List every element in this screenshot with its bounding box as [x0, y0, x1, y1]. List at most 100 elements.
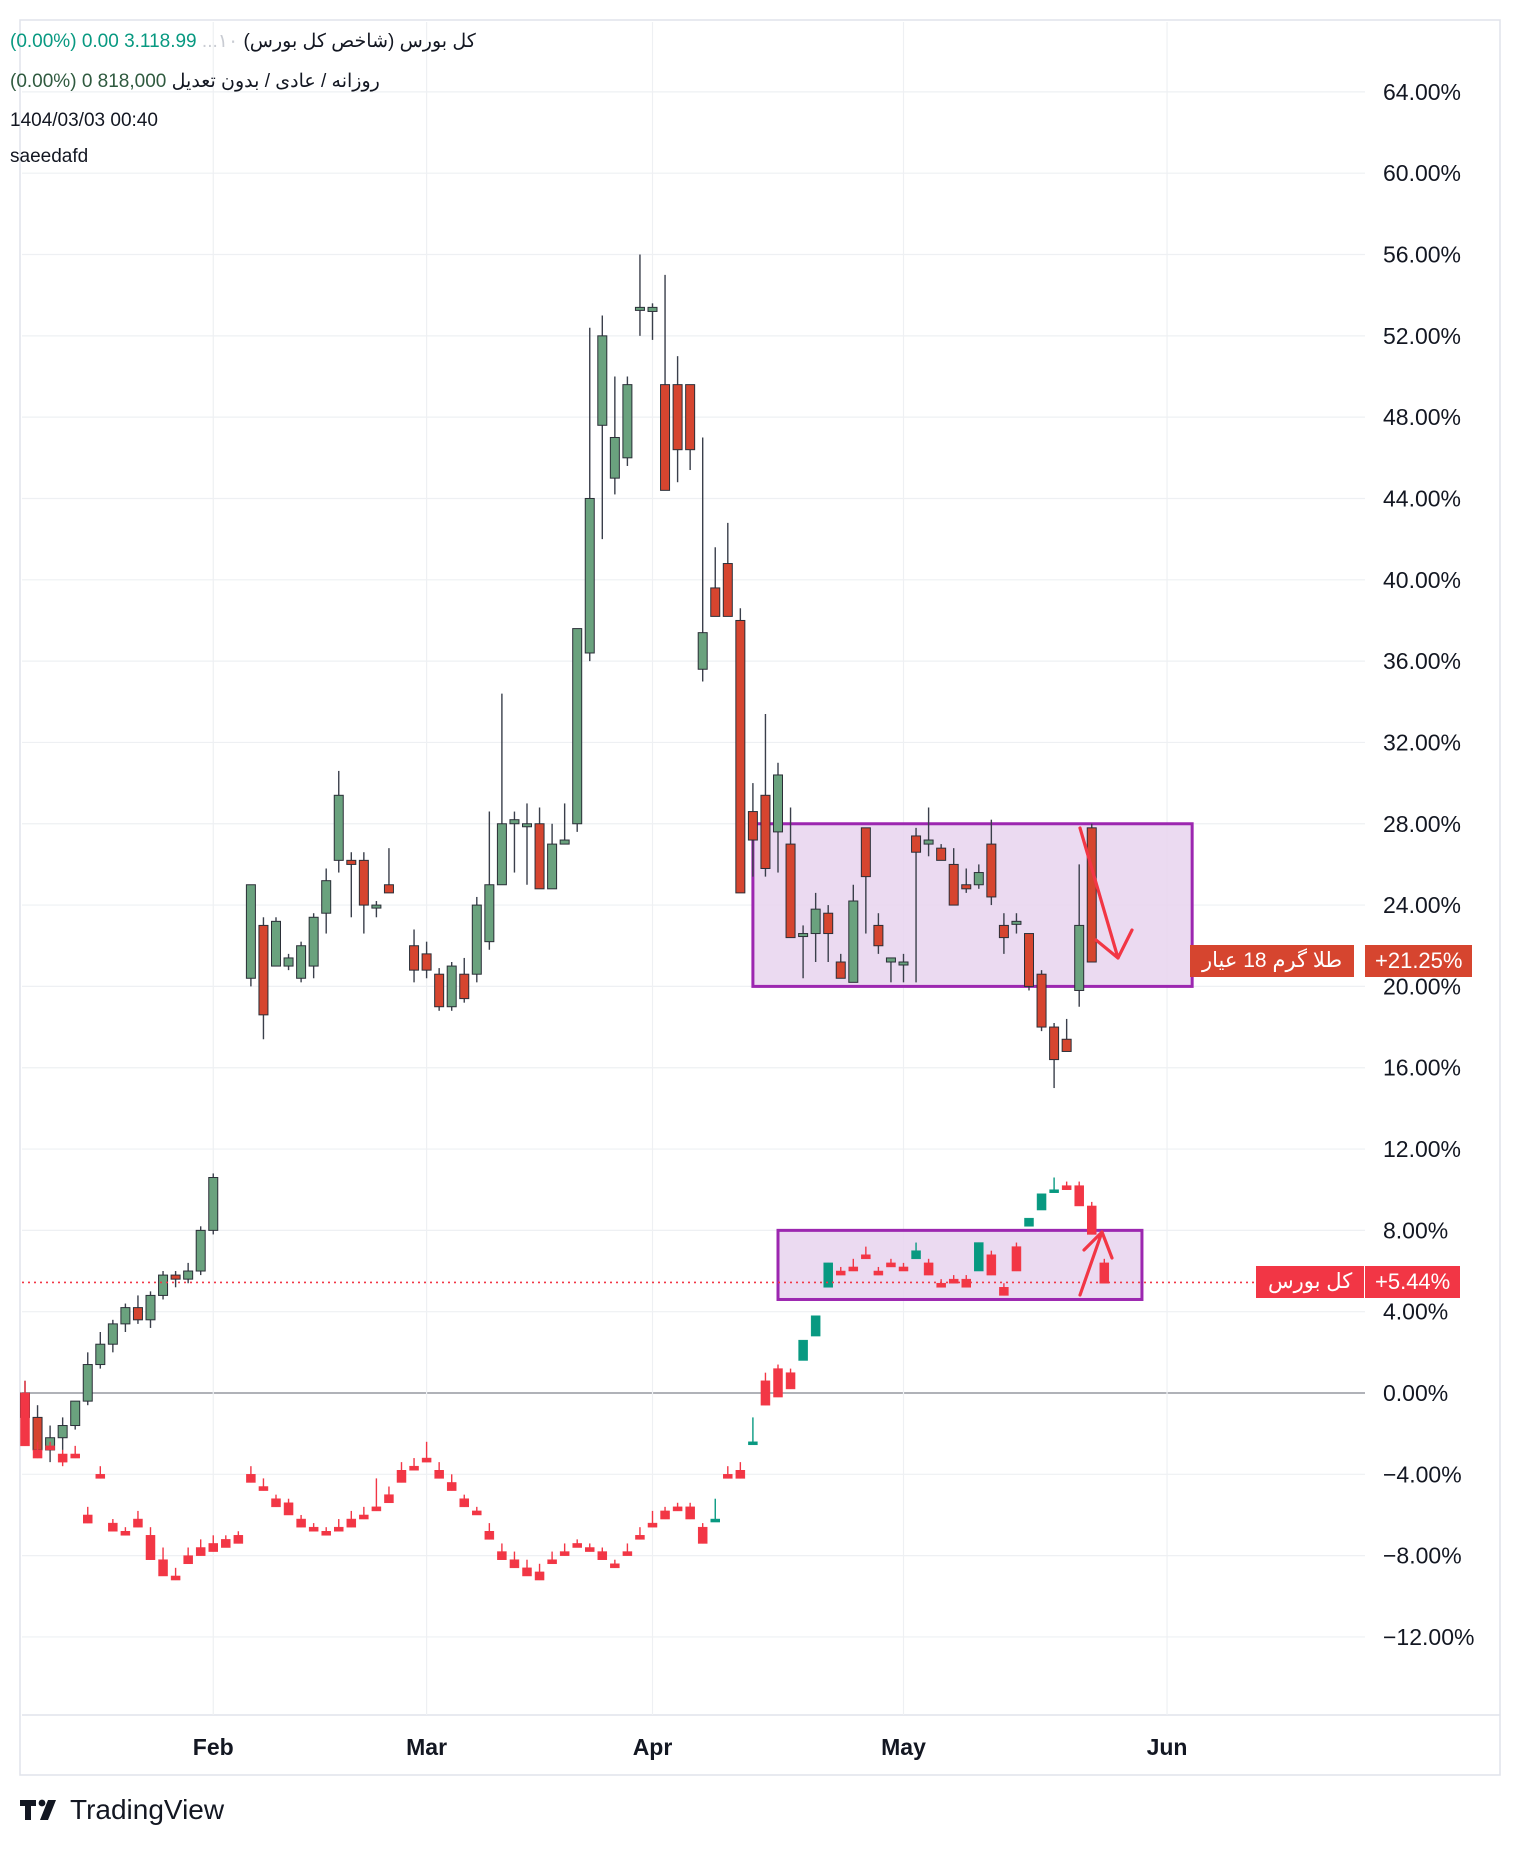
candle-body: [396, 1470, 407, 1483]
candle-body: [45, 1445, 55, 1451]
candle-body: [911, 835, 922, 853]
candle-body: [57, 1425, 68, 1439]
candle-body: [911, 1250, 921, 1260]
candle-body: [534, 1571, 545, 1581]
legend-author: saeedafd: [10, 146, 89, 167]
candle-body: [961, 884, 972, 890]
candle-body: [208, 1543, 218, 1552]
candle-body: [723, 1474, 733, 1479]
candle-body: [635, 1535, 645, 1540]
candle-body: [484, 884, 495, 943]
candle-body: [1036, 1193, 1047, 1211]
candle-body: [271, 1498, 281, 1508]
candle-body: [371, 904, 382, 909]
candle-body: [547, 1559, 557, 1565]
candle-body: [735, 619, 746, 894]
candle-body: [773, 1368, 783, 1398]
candle-body: [848, 1266, 859, 1272]
candle-body: [923, 839, 934, 845]
candle-body: [371, 1506, 382, 1512]
candle-body: [183, 1270, 194, 1280]
legend-date: 1404/03/03 00:40: [10, 110, 158, 131]
legend-change-2: 0 (0.00%): [10, 71, 93, 92]
y-tick-label: 60.00%: [1383, 160, 1461, 186]
y-tick-label: 36.00%: [1383, 648, 1461, 674]
candle-body: [961, 1278, 971, 1288]
candle-body: [810, 908, 821, 935]
index-last-price: +5.44%: [1365, 1266, 1461, 1299]
candle-body: [358, 859, 369, 906]
y-tick-label: 0.00%: [1383, 1380, 1448, 1406]
candle-body: [208, 1177, 219, 1231]
y-tick-label: −8.00%: [1383, 1543, 1462, 1569]
candle-body: [183, 1555, 193, 1565]
y-tick-label: 4.00%: [1383, 1299, 1448, 1325]
candle-body: [333, 794, 344, 861]
x-tick-label: Mar: [406, 1734, 447, 1760]
candle-body: [760, 794, 771, 869]
candle-body: [861, 1254, 871, 1260]
candle-body: [823, 1262, 833, 1288]
candle-body: [597, 1551, 608, 1560]
down-arrow: [1078, 826, 1134, 960]
candle-body: [384, 1494, 394, 1504]
candle-body: [95, 1474, 106, 1479]
candle-body: [873, 1270, 884, 1276]
index-candles: [20, 1177, 1110, 1581]
candle-body: [221, 1539, 231, 1548]
candle-body: [334, 1526, 344, 1532]
candle-body: [409, 1465, 419, 1471]
gold-last-price: +21.25%: [1365, 944, 1473, 977]
y-tick-label: 16.00%: [1383, 1055, 1461, 1081]
gold-candles: [20, 254, 1097, 1463]
candle-body: [810, 1315, 821, 1337]
candle-body: [246, 1474, 256, 1483]
candle-body: [559, 1551, 570, 1556]
candle-body: [836, 1270, 846, 1276]
candle-body: [1024, 1217, 1034, 1227]
candle-body: [133, 1518, 143, 1528]
candle-body: [999, 1287, 1009, 1296]
candle-body: [584, 497, 595, 654]
candle-body: [697, 632, 708, 670]
candle-body: [1061, 1038, 1072, 1052]
legend-ghost-text: ۱۰...: [201, 31, 239, 52]
candle-body: [1061, 1185, 1072, 1190]
candle-body: [421, 1457, 432, 1463]
legend-interval[interactable]: روزانه / عادی / بدون تعدیل: [171, 71, 380, 92]
candle-body: [271, 920, 281, 967]
candle-body: [308, 916, 319, 967]
y-tick-label: −12.00%: [1383, 1624, 1474, 1650]
candle-body: [860, 827, 871, 878]
y-tick-label: 40.00%: [1383, 567, 1461, 593]
x-axis: Feb Mar Apr May Jun: [193, 1734, 1188, 1760]
candle-body: [722, 563, 733, 617]
index-series-label: کل بورس: [1256, 1266, 1365, 1299]
candle-body: [923, 1262, 934, 1276]
legend-change: 0.00 (0.00%): [10, 31, 119, 52]
candle-body: [572, 628, 583, 825]
candle-body: [170, 1575, 181, 1581]
gold-series-label: طلا گرم 18 عیار: [1190, 944, 1355, 977]
legend-symbol-name[interactable]: کل بورس (شاخص کل بورس): [243, 31, 476, 52]
candle-body: [885, 957, 896, 963]
tradingview-logo[interactable]: TradingView: [20, 1794, 224, 1826]
candle-body: [296, 1518, 306, 1528]
candle-body: [471, 904, 482, 975]
candle-body: [1074, 1185, 1084, 1207]
candle-body: [672, 384, 683, 451]
chart-frame: [19, 19, 1501, 1776]
y-tick-label: 20.00%: [1383, 973, 1461, 999]
candle-body: [1011, 920, 1022, 925]
range-box: [751, 822, 1194, 988]
candle-body: [748, 1441, 758, 1446]
candle-body: [258, 1486, 269, 1491]
candle-body: [459, 1498, 469, 1508]
candle-body: [359, 1514, 369, 1520]
candle-body: [697, 1526, 708, 1544]
annotations: [22, 826, 1365, 1297]
candle-body: [434, 1470, 444, 1479]
candle-body: [497, 1551, 507, 1560]
candle-body: [120, 1307, 131, 1325]
